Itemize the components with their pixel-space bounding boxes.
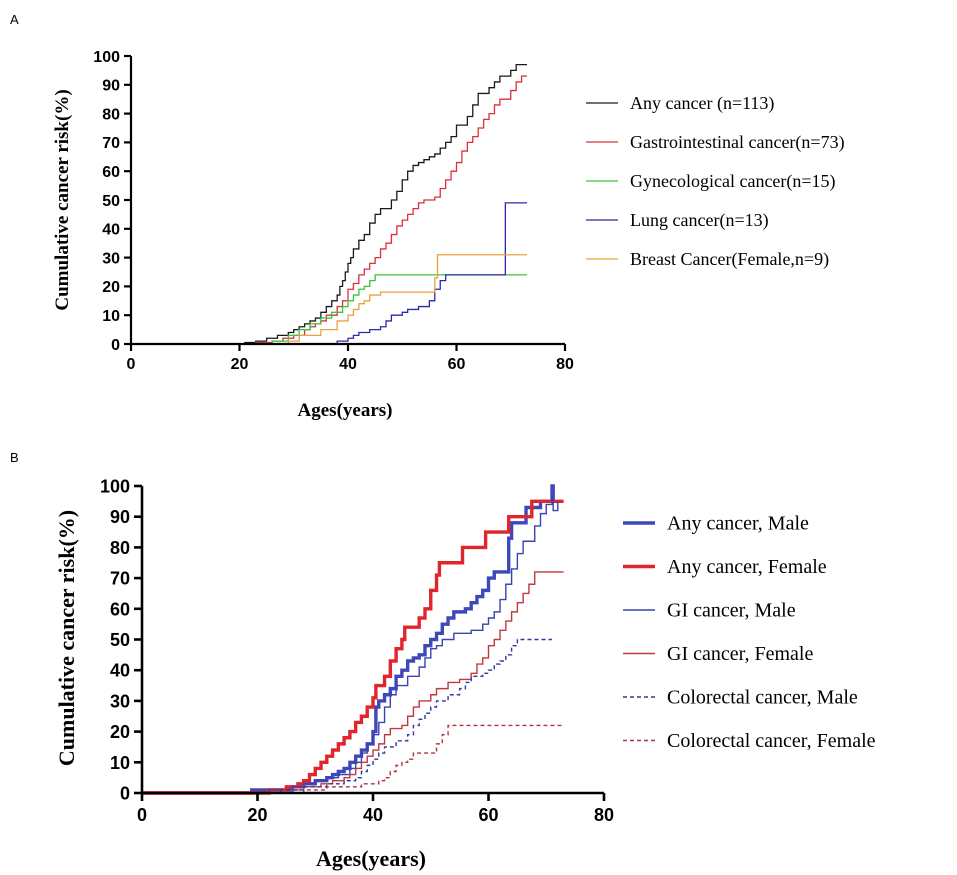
panel-b-series-line-2 [142, 497, 559, 794]
panel-b-legend-label-0: Any cancer, Male [667, 513, 809, 535]
panel-a-x-tick-label: 80 [556, 356, 574, 373]
panel-a: A 0 20 40 60 80 0 10 20 30 40 50 60 70 80 90 100 Any ca… [10, 12, 845, 421]
panel-a-legend: Any cancer (n=113) Gastrointestinal cance… [586, 93, 845, 270]
panel-b-series-line-3 [142, 571, 564, 794]
panel-a-legend-label-4: Breast Cancer(Female,n=9) [630, 249, 829, 270]
panel-a-series-line-3 [131, 202, 528, 345]
panel-b-x-tick-label: 20 [247, 805, 267, 825]
panel-b-x-tick-label: 60 [478, 805, 498, 825]
panel-b-x-tick-label: 0 [137, 805, 147, 825]
panel-b-y-tick-label: 50 [110, 630, 130, 650]
panel-a-plot: 0 20 40 60 80 0 10 20 30 40 50 60 70 80 90 100 [93, 49, 574, 373]
panel-b-y-tick-label: 0 [120, 783, 130, 803]
panel-b-series-line-4 [142, 638, 553, 794]
panel-b: B 0 20 40 60 80 0 10 20 30 40 50 60 70 80 90 100 Any ca… [10, 450, 876, 871]
panel-b-legend: Any cancer, Male Any cancer, Female GI can… [623, 513, 876, 752]
panel-b-y-tick-label: 100 [100, 476, 130, 496]
panel-b-legend-label-1: Any cancer, Female [667, 556, 827, 578]
panel-a-label: A [10, 12, 19, 27]
panel-a-y-tick-label: 90 [102, 78, 120, 95]
panel-a-legend-label-0: Any cancer (n=113) [630, 93, 774, 114]
panel-a-y-tick-label: 10 [102, 308, 120, 325]
panel-a-y-tick-label: 0 [111, 337, 120, 354]
panel-b-legend-label-4: Colorectal cancer, Male [667, 687, 858, 709]
panel-b-y-axis-title: Cumulative cancer risk(%) [54, 510, 79, 766]
panel-a-x-tick-label: 0 [127, 356, 136, 373]
panel-a-x-axis-title: Ages(years) [298, 400, 393, 421]
panel-b-series-line-1 [142, 499, 564, 795]
panel-a-y-tick-label: 20 [102, 279, 120, 296]
panel-a-legend-label-3: Lung cancer(n=13) [630, 210, 769, 231]
panel-b-y-tick-label: 90 [110, 507, 130, 527]
panel-b-y-tick-label: 40 [110, 661, 130, 681]
panel-b-x-tick-label: 40 [363, 805, 383, 825]
panel-a-y-tick-label: 70 [102, 135, 120, 152]
panel-a-y-tick-label: 80 [102, 106, 120, 123]
panel-b-legend-label-3: GI cancer, Female [667, 643, 813, 665]
panel-b-y-tick-label: 10 [110, 753, 130, 773]
panel-a-y-tick-label: 100 [93, 49, 120, 66]
panel-b-y-tick-label: 60 [110, 599, 130, 619]
panel-b-x-axis-title: Ages(years) [316, 846, 426, 871]
panel-a-y-tick-label: 50 [102, 193, 120, 210]
panel-a-x-tick-label: 20 [231, 356, 249, 373]
panel-b-x-tick-label: 80 [594, 805, 614, 825]
panel-b-label: B [10, 450, 19, 465]
panel-b-series-line-5 [142, 724, 564, 794]
panel-b-y-tick-label: 80 [110, 538, 130, 558]
panel-a-series-line-2 [131, 274, 528, 345]
panel-a-legend-label-1: Gastrointestinal cancer(n=73) [630, 132, 845, 153]
panel-a-y-tick-label: 60 [102, 164, 120, 181]
panel-a-series-line-1 [131, 75, 528, 345]
panel-a-x-tick-label: 60 [448, 356, 466, 373]
panel-a-series-line-0 [131, 63, 528, 345]
panel-b-y-tick-label: 20 [110, 722, 130, 742]
panel-b-y-tick-label: 30 [110, 691, 130, 711]
panel-a-y-axis-title: Cumulative cancer risk(%) [52, 89, 73, 310]
panel-a-legend-label-2: Gynecological cancer(n=15) [630, 171, 836, 192]
panel-b-plot: 0 20 40 60 80 0 10 20 30 40 50 60 70 80 90 100 [100, 476, 614, 825]
panel-b-series-line-0 [142, 484, 555, 795]
panel-b-legend-label-2: GI cancer, Male [667, 600, 796, 622]
panel-a-y-tick-label: 30 [102, 250, 120, 267]
panel-b-y-tick-label: 70 [110, 569, 130, 589]
panel-a-y-tick-label: 40 [102, 222, 120, 239]
panel-a-x-tick-label: 40 [339, 356, 357, 373]
panel-a-series-line-4 [131, 254, 528, 345]
panel-b-legend-label-5: Colorectal cancer, Female [667, 730, 876, 752]
